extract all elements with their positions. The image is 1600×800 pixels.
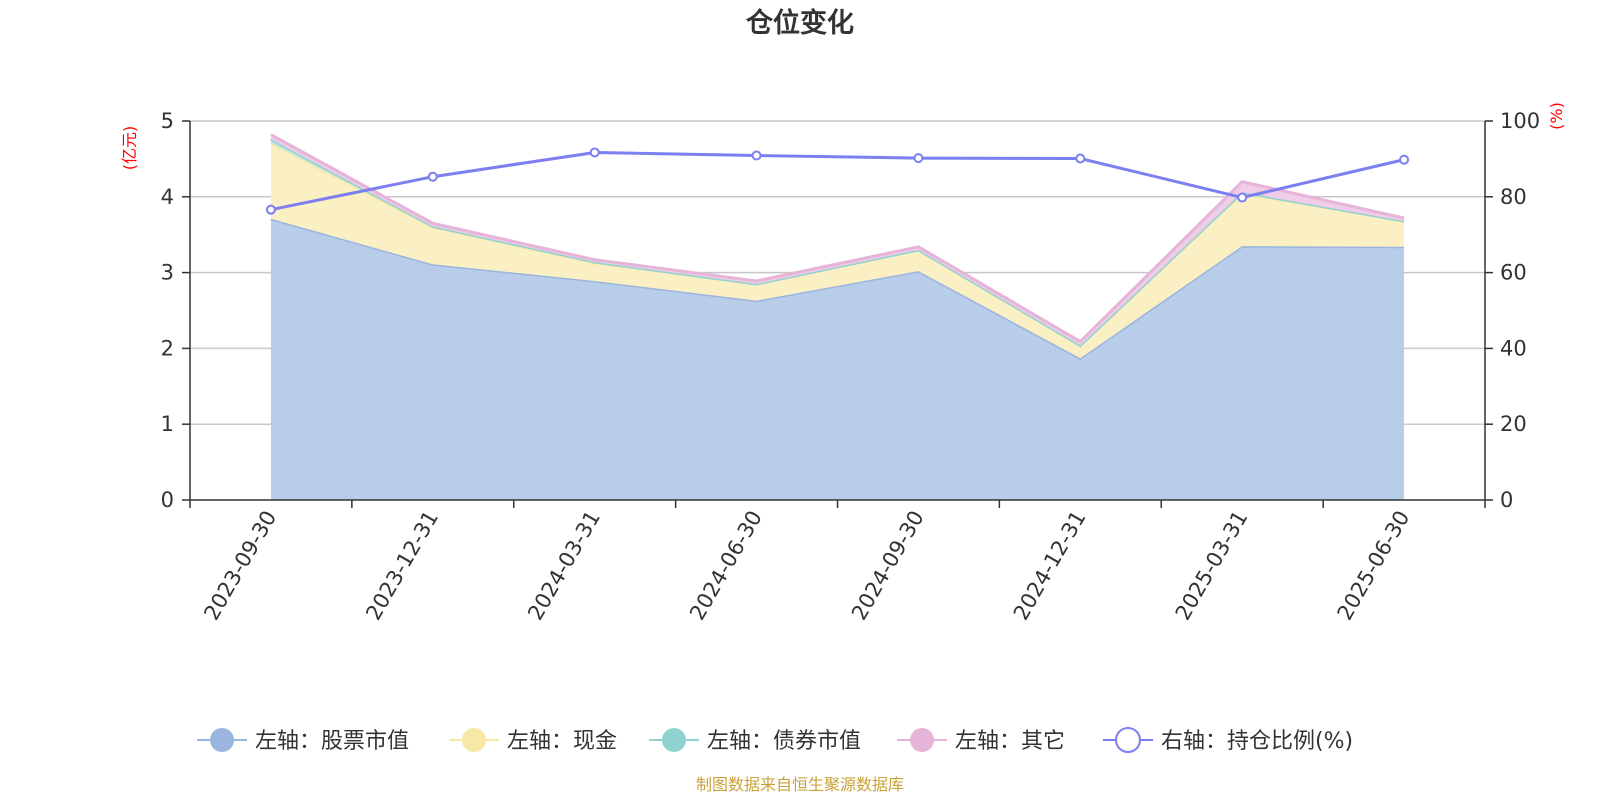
x-tick-label: 2024-06-30 <box>685 507 767 625</box>
right-tick-label: 0 <box>1500 488 1513 512</box>
ratio-point <box>265 204 276 215</box>
legend-item: 左轴：债券市值 <box>649 728 861 754</box>
area-fill <box>270 134 1405 346</box>
right-tick-label: 40 <box>1500 336 1527 360</box>
x-tick-label: 2024-09-30 <box>847 507 929 625</box>
legend-marker-icon <box>1115 727 1141 753</box>
area-edge-line <box>270 133 1405 344</box>
legend-item: 右轴：持仓比例(%) <box>1103 727 1353 754</box>
legend-marker-icon <box>662 728 686 752</box>
ratio-point <box>1399 154 1410 165</box>
left-tick-label: 2 <box>161 336 174 360</box>
x-tick-label: 2025-06-30 <box>1333 507 1415 625</box>
right-tick-label: 80 <box>1500 185 1527 209</box>
ratio-line <box>270 150 1405 212</box>
legend-label: 左轴：其它 <box>955 729 1065 754</box>
x-tick-label: 2025-03-31 <box>1171 507 1253 625</box>
legend-label: 左轴：债券市值 <box>707 729 861 754</box>
chart-title: 仓位变化 <box>745 7 854 39</box>
area-fill <box>270 142 1405 359</box>
legend-marker-icon <box>462 728 486 752</box>
x-tick-label: 2024-12-31 <box>1009 507 1091 625</box>
x-tick-label: 2024-03-31 <box>523 507 605 625</box>
area-fill <box>270 218 1405 501</box>
legend-label: 左轴：现金 <box>507 729 617 754</box>
ratio-point <box>751 150 762 161</box>
legend-marker-icon <box>210 728 234 752</box>
line-series <box>265 147 1410 215</box>
legend-item: 左轴：股票市值 <box>197 728 409 754</box>
x-tick-label: 2023-09-30 <box>199 507 281 625</box>
source-note: 制图数据来自恒生聚源数据库 <box>696 775 904 794</box>
right-tick-label: 100 <box>1500 109 1540 133</box>
left-tick-label: 0 <box>161 488 174 512</box>
legend-item: 左轴：其它 <box>897 728 1065 754</box>
left-axis-unit: (亿元) <box>120 126 139 171</box>
left-tick-label: 4 <box>161 185 174 209</box>
right-axis-unit: (%) <box>1547 102 1566 130</box>
left-tick-label: 1 <box>161 412 174 436</box>
legend-marker-icon <box>910 728 934 752</box>
left-tick-label: 5 <box>161 109 174 133</box>
ratio-point <box>1075 153 1086 164</box>
legend-label: 左轴：股票市值 <box>255 729 409 754</box>
right-tick-label: 20 <box>1500 412 1527 436</box>
right-tick-label: 60 <box>1500 261 1527 285</box>
area-series <box>270 133 1405 501</box>
ratio-point <box>1237 192 1248 203</box>
ratio-point <box>913 153 924 164</box>
left-tick-label: 3 <box>161 261 174 285</box>
legend: 左轴：股票市值 左轴：现金 左轴：债券市值 左轴：其它 右轴：持仓比例(%) <box>197 727 1353 754</box>
ratio-point <box>589 147 600 158</box>
x-tick-label: 2023-12-31 <box>361 507 443 625</box>
ratio-point <box>427 171 438 182</box>
legend-label: 右轴：持仓比例(%) <box>1161 729 1353 754</box>
legend-item: 左轴：现金 <box>449 728 617 754</box>
